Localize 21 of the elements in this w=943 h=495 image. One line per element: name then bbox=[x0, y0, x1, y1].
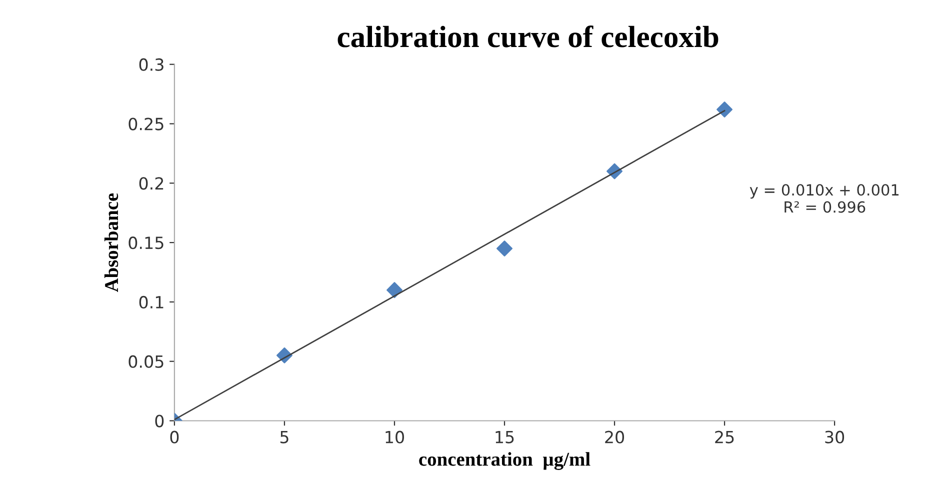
y-tick-label: 0.05 bbox=[128, 355, 164, 368]
x-tick-label: 10 bbox=[386, 430, 404, 444]
y-tick-label: 0.2 bbox=[139, 177, 164, 190]
point bbox=[716, 102, 733, 118]
x-axis-title: concentration µg/ml bbox=[419, 452, 590, 470]
x-tick-label: 15 bbox=[496, 430, 514, 444]
x-tick-label: 20 bbox=[605, 430, 624, 444]
y-tick-label: 0.3 bbox=[139, 58, 164, 71]
y-tick-label: 0 bbox=[155, 414, 164, 428]
y-tick-label: 0.15 bbox=[128, 236, 164, 250]
point bbox=[386, 282, 402, 298]
point bbox=[496, 240, 512, 256]
x-tick-label: 30 bbox=[825, 430, 844, 444]
y-tick-label: 0.25 bbox=[128, 118, 164, 130]
x-tick-label: 5 bbox=[280, 430, 288, 444]
x-tick-label: 0 bbox=[170, 430, 179, 444]
y-tick-label: 0.1 bbox=[139, 296, 164, 309]
y-axis-title: Absorbance bbox=[104, 193, 118, 292]
chart-title: calibration curve of celecoxib bbox=[338, 26, 718, 48]
x-tick-label: 25 bbox=[715, 430, 734, 444]
annotation: y = 0.010x + 0.001 R² = 0.996 bbox=[750, 184, 899, 213]
